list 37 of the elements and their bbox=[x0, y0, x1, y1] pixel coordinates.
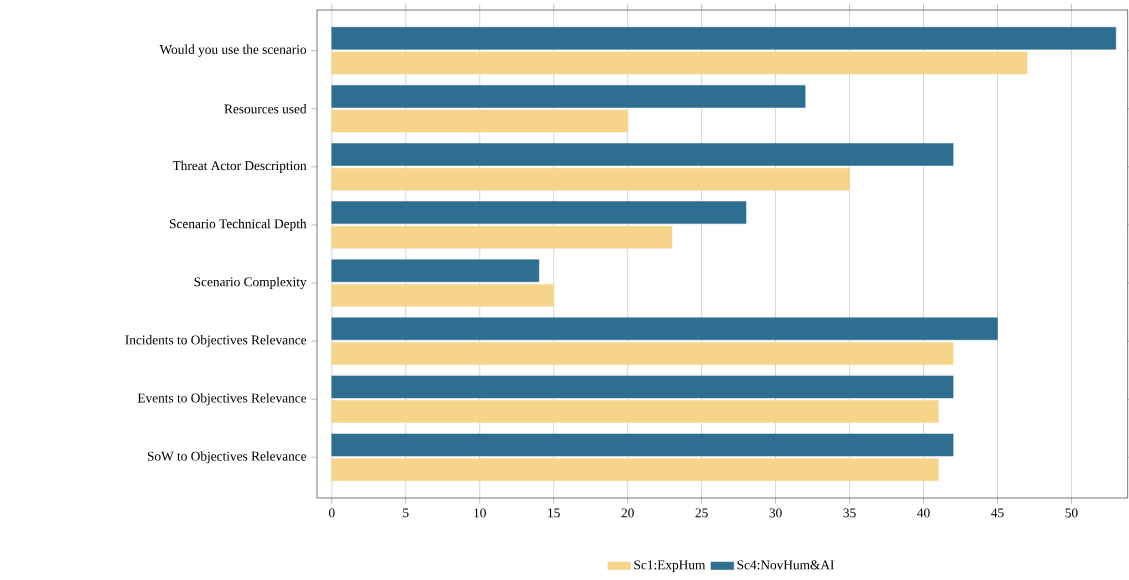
legend-label: Sc1:ExpHum bbox=[634, 560, 706, 573]
bar bbox=[331, 284, 554, 307]
bar bbox=[331, 342, 954, 365]
x-tick-label: 5 bbox=[403, 508, 409, 518]
x-tick-label: 20 bbox=[621, 508, 634, 518]
y-tick-label: Would you use the scenario bbox=[159, 44, 307, 57]
bar bbox=[331, 167, 850, 191]
y-tick-label: Threat Actor Description bbox=[172, 160, 307, 173]
y-tick-label: Scenario Technical Depth bbox=[169, 218, 307, 231]
bar bbox=[331, 317, 998, 341]
bar bbox=[331, 375, 954, 399]
bar bbox=[331, 51, 1028, 75]
y-tick-label: SoW to Objectives Relevance bbox=[147, 451, 307, 464]
x-tick-label: 30 bbox=[769, 508, 782, 518]
bar bbox=[331, 259, 540, 282]
x-tick-label: 10 bbox=[474, 508, 486, 518]
x-tick-label: 40 bbox=[917, 508, 930, 518]
y-tick-label: Incidents to Objectives Relevance bbox=[125, 335, 307, 348]
bar bbox=[331, 433, 954, 457]
x-tick-label: 45 bbox=[991, 508, 1004, 518]
bar bbox=[331, 458, 939, 481]
x-tick-label: 50 bbox=[1065, 508, 1078, 518]
x-tick-label: 15 bbox=[548, 508, 560, 518]
y-tick-label: Resources used bbox=[224, 104, 307, 114]
bar bbox=[331, 85, 806, 108]
bar bbox=[331, 201, 747, 224]
x-tick-label: 0 bbox=[328, 508, 335, 518]
bar bbox=[331, 109, 628, 133]
bar bbox=[331, 400, 939, 423]
legend-label: Sc4:NovHum&AI bbox=[737, 560, 834, 570]
bar bbox=[331, 226, 673, 249]
y-tick-label: Scenario Complexity bbox=[194, 276, 307, 290]
y-tick-label: Events to Objectives Relevance bbox=[137, 393, 307, 406]
x-tick-label: 35 bbox=[843, 508, 856, 518]
bar bbox=[331, 143, 954, 166]
x-tick-label: 25 bbox=[695, 508, 708, 518]
bar bbox=[331, 27, 1117, 50]
